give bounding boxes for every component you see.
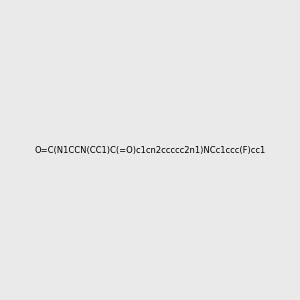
Text: O=C(N1CCN(CC1)C(=O)c1cn2ccccc2n1)NCc1ccc(F)cc1: O=C(N1CCN(CC1)C(=O)c1cn2ccccc2n1)NCc1ccc… bbox=[34, 146, 266, 154]
